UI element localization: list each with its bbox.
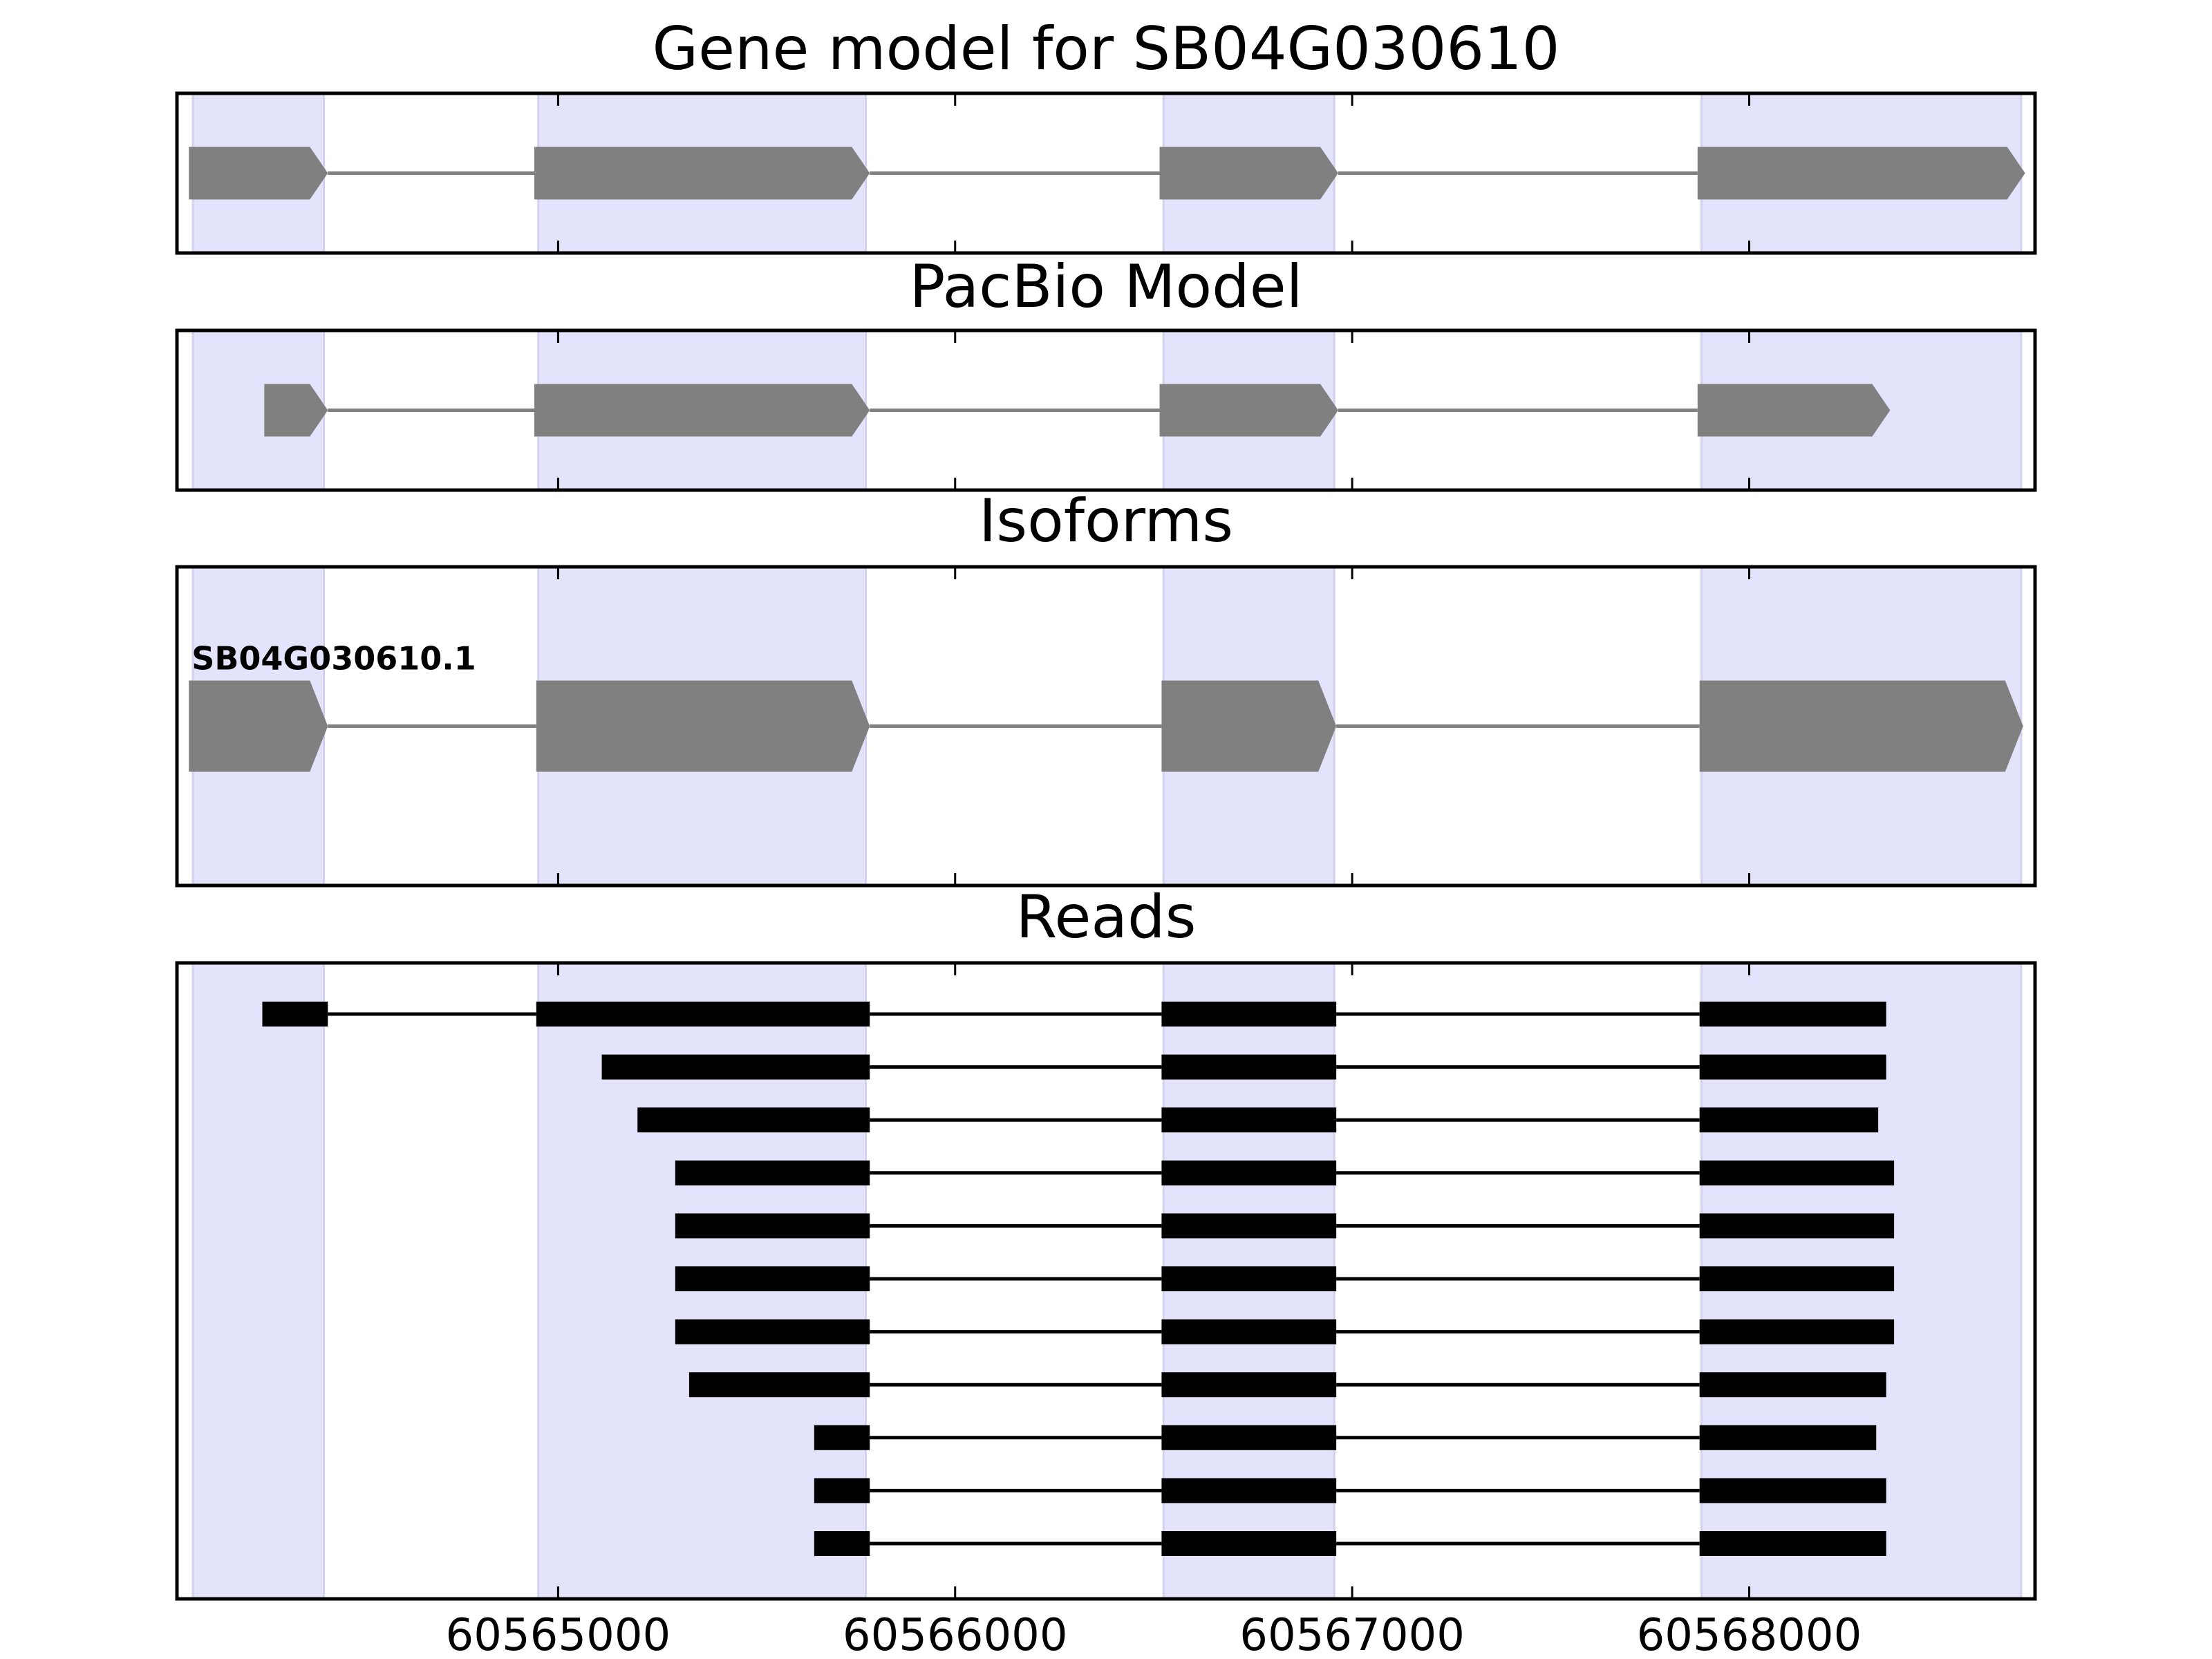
read-block-1 (688, 1372, 870, 1398)
exon-4 (1697, 147, 2025, 200)
read-10 (814, 1478, 1886, 1503)
read-block-3 (1699, 1531, 1886, 1556)
read-block-2 (1161, 1531, 1337, 1556)
read-3 (637, 1107, 1879, 1133)
exon-1 (264, 384, 328, 437)
panel-title: Reads (1016, 883, 1197, 952)
read-block-3 (1699, 1425, 1877, 1450)
read-block-2 (1161, 1213, 1337, 1239)
read-block-3 (1699, 1372, 1886, 1398)
read-block-1 (814, 1425, 870, 1450)
read-block-2 (1161, 1319, 1337, 1344)
panel-frame (175, 328, 2037, 492)
panel-frame (175, 565, 2037, 888)
read-block-1 (814, 1478, 870, 1503)
exon-4 (1697, 384, 1891, 437)
panel-frame (175, 91, 2037, 255)
read-block-3 (1699, 1160, 1895, 1185)
read-7 (675, 1319, 1895, 1344)
read-block-3 (1699, 1478, 1886, 1503)
panel-gene-model: Gene model for SB04G030610 (175, 15, 2037, 255)
x-tick-label: 60567000 (1239, 1610, 1465, 1659)
read-block-3 (1699, 1054, 1886, 1080)
shaded-region-1 (191, 962, 326, 1600)
read-1 (262, 1002, 1886, 1027)
read-block-2 (536, 1002, 870, 1027)
read-block-1 (675, 1266, 870, 1291)
exon-2 (536, 680, 870, 772)
panel-isoforms: Isoforms SB04G030610.1 (175, 487, 2037, 888)
read-block-2 (1161, 1107, 1337, 1133)
panel-pacbio-model: PacBio Model (175, 252, 2037, 492)
read-5 (675, 1213, 1895, 1239)
read-block-1 (675, 1160, 870, 1185)
exon-4 (1699, 680, 2023, 772)
x-tick-label: 60568000 (1637, 1610, 1862, 1659)
read-9 (814, 1425, 1877, 1450)
read-block-1 (637, 1107, 870, 1133)
exon-3 (1159, 147, 1338, 200)
exon-2 (534, 147, 870, 200)
x-tick-label: 60566000 (843, 1610, 1068, 1659)
read-2 (601, 1054, 1886, 1080)
read-block-3 (1699, 1107, 1879, 1133)
read-6 (675, 1266, 1895, 1291)
isoform-label: SB04G030610.1 (191, 640, 476, 677)
read-block-1 (262, 1002, 328, 1027)
read-4 (675, 1160, 1895, 1185)
read-block-1 (675, 1213, 870, 1239)
exon-1 (189, 680, 328, 772)
read-block-1 (814, 1531, 870, 1556)
read-block-2 (1161, 1425, 1337, 1450)
read-block-3 (1699, 1213, 1895, 1239)
read-block-1 (675, 1319, 870, 1344)
read-block-2 (1161, 1160, 1337, 1185)
read-block-3 (1699, 1266, 1895, 1291)
panel-title: PacBio Model (909, 252, 1302, 321)
read-block-1 (601, 1054, 870, 1080)
read-block-2 (1161, 1478, 1337, 1503)
exon-3 (1161, 680, 1337, 772)
read-block-2 (1161, 1372, 1337, 1398)
read-block-2 (1161, 1054, 1337, 1080)
panel-title: Gene model for SB04G030610 (653, 15, 1560, 84)
exon-1 (189, 147, 328, 200)
read-block-4 (1699, 1002, 1886, 1027)
read-block-3 (1161, 1002, 1337, 1027)
x-tick-label: 60565000 (446, 1610, 671, 1659)
panel-title: Isoforms (979, 487, 1233, 556)
read-8 (688, 1372, 1886, 1398)
panel-frame (175, 961, 2037, 1601)
read-block-2 (1161, 1266, 1337, 1291)
exon-3 (1159, 384, 1338, 437)
read-11 (814, 1531, 1886, 1556)
read-block-3 (1699, 1319, 1895, 1344)
exon-2 (534, 384, 870, 437)
panel-reads: Reads (175, 883, 2037, 1601)
